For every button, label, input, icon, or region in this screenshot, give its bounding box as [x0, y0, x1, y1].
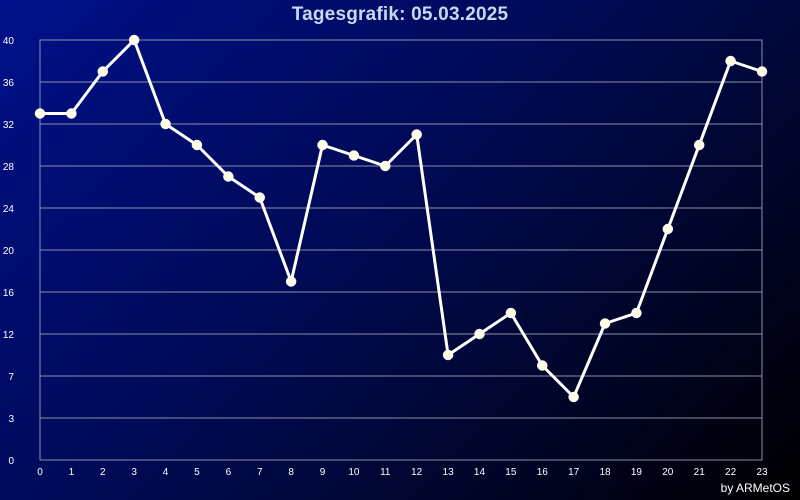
data-point	[474, 328, 485, 340]
data-point	[693, 139, 705, 151]
y-tick-label: 3	[8, 414, 14, 425]
x-tick-label: 15	[505, 467, 517, 478]
y-tick-label: 20	[3, 246, 15, 257]
x-tick-label: 0	[37, 467, 43, 478]
plot-border	[39, 39, 763, 461]
data-point	[348, 150, 360, 161]
series-line	[38, 38, 764, 399]
data-point	[631, 307, 642, 319]
y-tick-label: 32	[3, 120, 15, 131]
x-tick-label: 11	[380, 467, 391, 478]
data-point	[505, 307, 517, 319]
x-tick-label: 7	[257, 467, 263, 478]
x-tick-label: 13	[443, 467, 455, 478]
data-point	[442, 349, 454, 361]
data-point	[160, 118, 171, 130]
data-point	[317, 139, 328, 151]
x-tick-label: 20	[662, 467, 674, 478]
data-point	[725, 55, 736, 67]
data-point	[223, 171, 234, 182]
y-tick-label: 7	[8, 372, 14, 383]
data-point	[191, 139, 203, 151]
x-tick-label: 22	[725, 467, 737, 478]
data-point	[662, 223, 674, 235]
x-tick-label: 2	[100, 467, 106, 478]
y-tick-label: 12	[3, 330, 15, 341]
x-tick-label: 21	[694, 467, 706, 478]
data-point	[128, 34, 140, 46]
y-tick-label: 28	[3, 162, 15, 173]
x-tick-label: 18	[599, 467, 611, 478]
data-point	[254, 192, 265, 203]
data-point	[756, 66, 768, 77]
data-point	[537, 360, 548, 371]
y-tick-label: 36	[3, 78, 15, 89]
x-tick-label: 4	[163, 467, 169, 478]
x-tick-label: 3	[131, 467, 137, 478]
data-point	[380, 160, 391, 172]
data-point	[34, 108, 46, 119]
x-tick-label: 9	[320, 467, 326, 478]
x-tick-label: 5	[194, 467, 200, 478]
y-tick-label: 40	[3, 36, 15, 47]
data-point	[599, 318, 611, 329]
x-tick-label: 12	[411, 467, 423, 478]
data-point	[285, 276, 297, 287]
y-tick-label: 24	[3, 204, 15, 215]
x-tick-label: 14	[474, 467, 486, 478]
data-point	[97, 66, 109, 77]
x-tick-label: 1	[69, 467, 75, 478]
x-tick-label: 23	[756, 467, 768, 478]
x-tick-label: 16	[537, 467, 549, 478]
y-tick-label: 0	[8, 456, 14, 467]
credit-label: by ARMetOS	[720, 481, 790, 495]
x-tick-label: 17	[568, 467, 580, 478]
y-tick-label: 16	[3, 288, 15, 299]
x-tick-label: 8	[288, 467, 294, 478]
x-tick-label: 6	[226, 467, 232, 478]
data-point	[411, 129, 422, 140]
x-tick-label: 19	[631, 467, 643, 478]
data-point	[568, 391, 579, 403]
data-point	[66, 108, 77, 119]
x-tick-label: 10	[348, 467, 360, 478]
chart-title: Tagesgrafik: 05.03.2025	[291, 4, 509, 25]
